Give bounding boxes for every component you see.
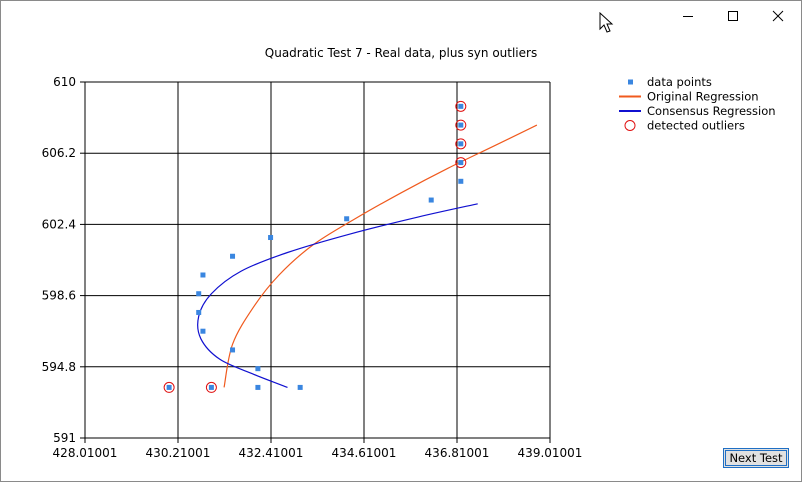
- data-point: [230, 253, 236, 259]
- data-point: [458, 141, 464, 147]
- x-tick-label: 430.21001: [146, 446, 211, 460]
- legend-entry: data points: [628, 75, 712, 89]
- chart-title: Quadratic Test 7 - Real data, plus syn o…: [265, 46, 537, 60]
- data-point: [255, 384, 261, 390]
- outlier-markers: [163, 100, 467, 393]
- data-point: [200, 272, 206, 278]
- minimize-button[interactable]: [665, 1, 711, 31]
- data-point: [196, 291, 202, 297]
- x-tick-label: 428.01001: [53, 446, 118, 460]
- data-point: [458, 122, 464, 128]
- y-tick-label: 606.2: [42, 146, 76, 160]
- x-tick-label: 432.41001: [239, 446, 304, 460]
- legend-entry: Consensus Regression: [619, 104, 776, 118]
- data-point: [230, 347, 236, 353]
- consensus-regression-line: [197, 203, 478, 388]
- y-tick-label: 610: [53, 75, 76, 89]
- grid: [84, 81, 551, 439]
- data-point: [166, 384, 172, 390]
- legend-circle-marker: [624, 120, 636, 131]
- close-button[interactable]: [755, 1, 801, 31]
- outlier-marker: [455, 157, 467, 169]
- data-point: [344, 216, 350, 222]
- y-tick-label: 602.4: [42, 217, 76, 231]
- legend-square-marker: [628, 79, 633, 85]
- data-point: [428, 197, 434, 203]
- data-point: [196, 309, 202, 315]
- legend-entry: detected outliers: [624, 119, 745, 133]
- data-point: [458, 178, 464, 184]
- legend-label: data points: [647, 75, 712, 89]
- maximize-icon: [728, 11, 738, 21]
- regression-curves: [197, 124, 538, 388]
- x-tick-label: 439.01001: [518, 446, 583, 460]
- next-test-button[interactable]: Next Test: [723, 448, 789, 468]
- outlier-marker: [163, 381, 175, 393]
- outlier-marker: [455, 119, 467, 131]
- x-tick-label: 436.81001: [425, 446, 490, 460]
- title-bar: [1, 1, 801, 31]
- data-point: [458, 160, 464, 166]
- minimize-icon: [683, 16, 693, 17]
- data-point: [297, 384, 303, 390]
- legend-label: detected outliers: [647, 119, 745, 133]
- data-point: [458, 103, 464, 109]
- mouse-cursor-icon: [599, 12, 614, 33]
- y-tick-label: 591: [53, 431, 76, 445]
- close-icon: [772, 10, 784, 22]
- y-tick-label: 594.8: [42, 360, 76, 374]
- data-point: [268, 235, 274, 241]
- x-tick-label: 434.61001: [332, 446, 397, 460]
- data-point: [200, 328, 206, 334]
- original-regression-line: [223, 124, 538, 388]
- legend-label: Original Regression: [647, 90, 759, 104]
- axes: 428.01001 430.21001 432.41001 434.61001 436.…: [42, 75, 583, 460]
- maximize-button[interactable]: [710, 1, 756, 31]
- data-point: [255, 366, 261, 372]
- legend-label: Consensus Regression: [647, 104, 776, 118]
- y-tick-label: 598.6: [42, 289, 76, 303]
- outlier-marker: [205, 381, 217, 393]
- next-test-button-label: Next Test: [729, 451, 783, 465]
- outlier-marker: [455, 100, 467, 112]
- legend-entry: Original Regression: [619, 90, 759, 104]
- data-point: [208, 384, 214, 390]
- data-points: [166, 103, 464, 390]
- outlier-marker: [455, 138, 467, 150]
